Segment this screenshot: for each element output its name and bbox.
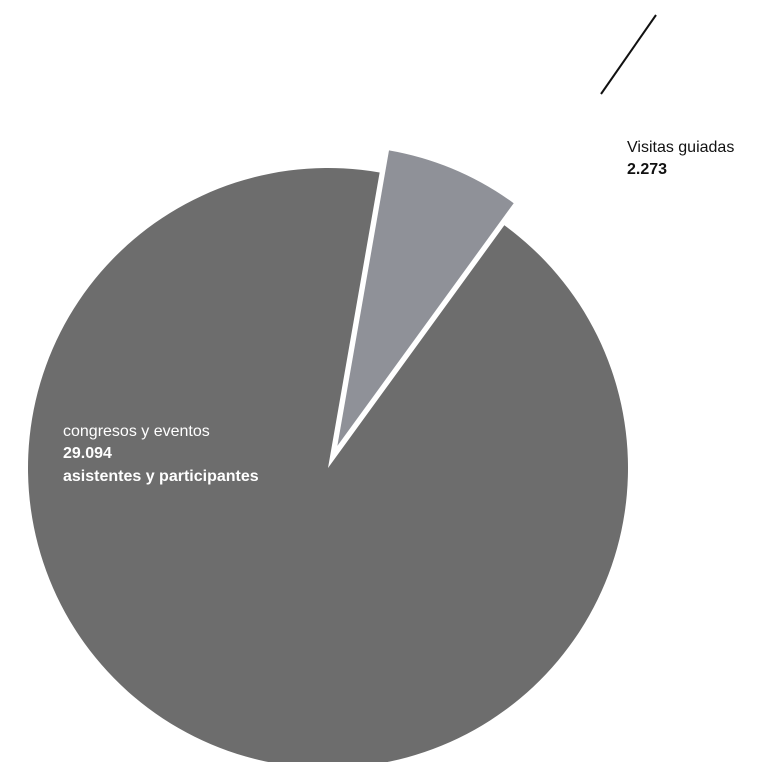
leader-line [600,14,657,95]
slice-label-congresos: congresos y eventos [63,423,210,440]
pie-slice-1 [337,150,514,446]
slice-value-congresos: 29.094 [63,445,112,462]
slice-label-visitas: Visitas guiadas [627,139,734,156]
pie-slice-0 [28,168,628,762]
slice-value-visitas: 2.273 [627,161,667,178]
pie-slices [28,150,628,762]
slice-detail-congresos: asistentes y participantes [63,468,259,485]
